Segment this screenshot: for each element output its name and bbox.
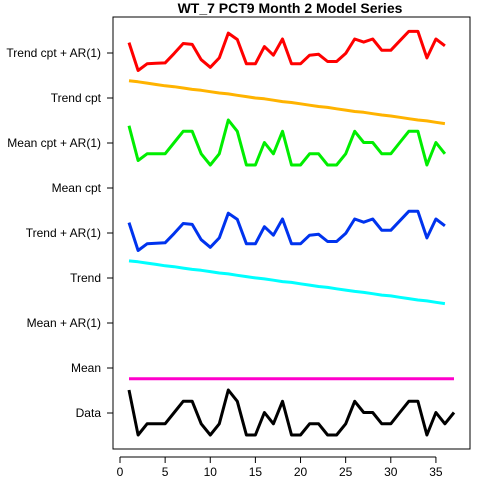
y-label-data: Data — [76, 406, 102, 420]
x-tick-label: 0 — [117, 465, 124, 479]
x-tick-label: 30 — [384, 465, 398, 479]
y-label-trend-ar-1: Trend + AR(1) — [26, 226, 101, 240]
x-tick-label: 25 — [339, 465, 353, 479]
y-label-mean-ar-1: Mean + AR(1) — [27, 316, 101, 330]
series-line-data — [127, 388, 456, 437]
y-label-trend: Trend — [70, 271, 101, 285]
series-line-mean-cpt-ar-1 — [127, 118, 447, 167]
x-tick-label: 10 — [204, 465, 218, 479]
chart-title: WT_7 PCT9 Month 2 Model Series — [178, 0, 403, 16]
x-tick-label: 15 — [249, 465, 263, 479]
x-tick-label: 35 — [429, 465, 443, 479]
y-label-trend-cpt: Trend cpt — [51, 91, 102, 105]
y-label-trend-cpt-ar-1: Trend cpt + AR(1) — [6, 46, 101, 60]
x-tick-label: 5 — [162, 465, 169, 479]
series-line-trend-ar-1 — [127, 209, 446, 252]
plot-frame — [112, 16, 471, 450]
x-tick-label: 20 — [294, 465, 308, 479]
y-label-mean-cpt-ar-1: Mean cpt + AR(1) — [7, 136, 101, 150]
series-line-trend-cpt-ar-1 — [127, 29, 446, 72]
y-label-mean-cpt: Mean cpt — [52, 181, 102, 195]
y-label-mean: Mean — [71, 361, 101, 375]
series-line-trend — [128, 259, 446, 306]
series-line-trend-cpt — [128, 79, 446, 126]
